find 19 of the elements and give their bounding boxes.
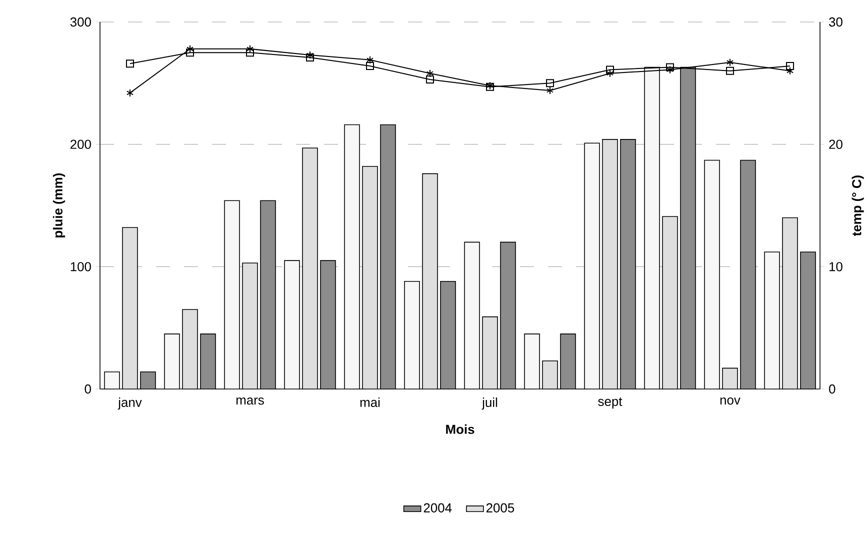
y2-tick-label: 30 (829, 17, 842, 27)
x-axis-title: Mois (446, 424, 474, 434)
y2-axis-title: temp (° C) (852, 176, 864, 236)
y2-tick-label: 0 (829, 384, 836, 394)
x-tick-label: mars (236, 398, 264, 405)
x-tick-label: sept (598, 398, 622, 409)
y-tick-label: 300 (70, 17, 91, 27)
y-tick-label: 200 (70, 140, 91, 149)
x-tick-label: janv (118, 398, 142, 410)
y-axis-title: pluie (mm) (52, 173, 66, 238)
y-tick-label: 0 (84, 384, 91, 394)
y2-tick-label: 10 (830, 262, 842, 272)
y2-tick-label: 20 (829, 140, 842, 149)
legend-label: 2004 (424, 503, 452, 512)
x-tick-label: juil (482, 398, 498, 410)
x-tick-label: nov (720, 398, 740, 405)
legend-label: 2005 (486, 503, 514, 512)
x-tick-label: mai (360, 398, 380, 408)
y-tick-label: 100 (70, 262, 91, 272)
